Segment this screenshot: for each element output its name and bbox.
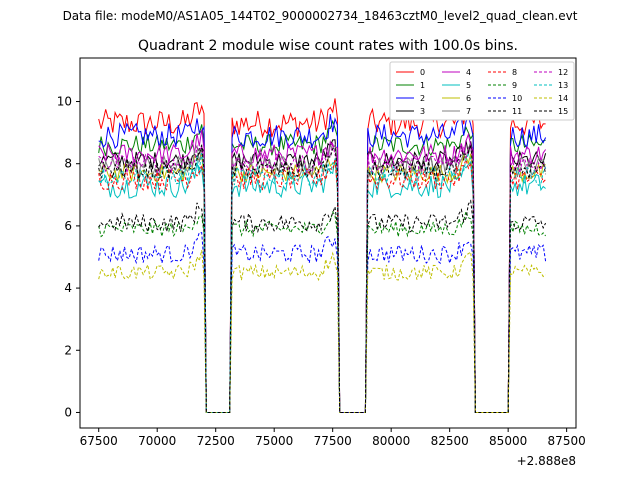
legend-label-10: 10 — [512, 94, 522, 103]
legend-label-7: 7 — [466, 107, 471, 116]
series-line-11 — [98, 199, 547, 413]
legend-label-4: 4 — [466, 68, 471, 77]
y-tick-label: 2 — [64, 343, 72, 357]
legend-label-6: 6 — [466, 94, 471, 103]
legend-label-13: 13 — [558, 81, 568, 90]
x-tick-label: 72500 — [197, 434, 235, 448]
legend-label-12: 12 — [558, 68, 568, 77]
figure-suptitle: Data file: modeM0/AS1A05_144T02_90000027… — [63, 9, 578, 23]
legend-label-2: 2 — [420, 94, 425, 103]
y-axis: 0 2 4 6 8 10 — [57, 95, 80, 419]
x-tick-label: 87500 — [548, 434, 586, 448]
x-tick-label: 85000 — [489, 434, 527, 448]
series-line-14 — [98, 250, 546, 413]
x-tick-label: 70000 — [138, 434, 176, 448]
legend-label-9: 9 — [512, 81, 517, 90]
y-tick-label: 4 — [64, 281, 72, 295]
legend-label-11: 11 — [512, 107, 522, 116]
y-tick-label: 6 — [64, 219, 72, 233]
x-axis-offset-label: +2.888e8 — [517, 454, 576, 468]
y-tick-label: 0 — [64, 405, 72, 419]
legend-frame — [389, 61, 575, 121]
x-tick-label: 75000 — [255, 434, 293, 448]
legend-label-1: 1 — [420, 81, 425, 90]
series-line-12 — [98, 142, 547, 413]
chart-title: Quadrant 2 module wise count rates with … — [138, 38, 518, 54]
legend-label-14: 14 — [558, 94, 568, 103]
series-line-9 — [98, 209, 546, 413]
series-layer — [98, 98, 547, 413]
series-line-10 — [98, 232, 547, 413]
series-line-2 — [98, 114, 547, 413]
plot-frame — [79, 57, 577, 429]
series-line-1 — [98, 119, 546, 413]
y-tick-label: 8 — [64, 157, 72, 171]
series-line-13 — [98, 153, 547, 413]
legend-label-0: 0 — [420, 68, 425, 77]
legend-label-3: 3 — [420, 107, 425, 116]
x-tick-label: 77500 — [314, 434, 352, 448]
x-tick-label: 82500 — [431, 434, 469, 448]
x-tick-label: 80000 — [372, 434, 410, 448]
y-tick-label: 10 — [57, 95, 72, 109]
legend-label-15: 15 — [558, 107, 568, 116]
legend-label-8: 8 — [512, 68, 517, 77]
series-line-15 — [98, 143, 547, 413]
legend-label-5: 5 — [466, 81, 471, 90]
x-tick-label: 67500 — [80, 434, 118, 448]
x-axis: 67500 70000 72500 75000 77500 80000 82500 85000… — [80, 428, 586, 448]
